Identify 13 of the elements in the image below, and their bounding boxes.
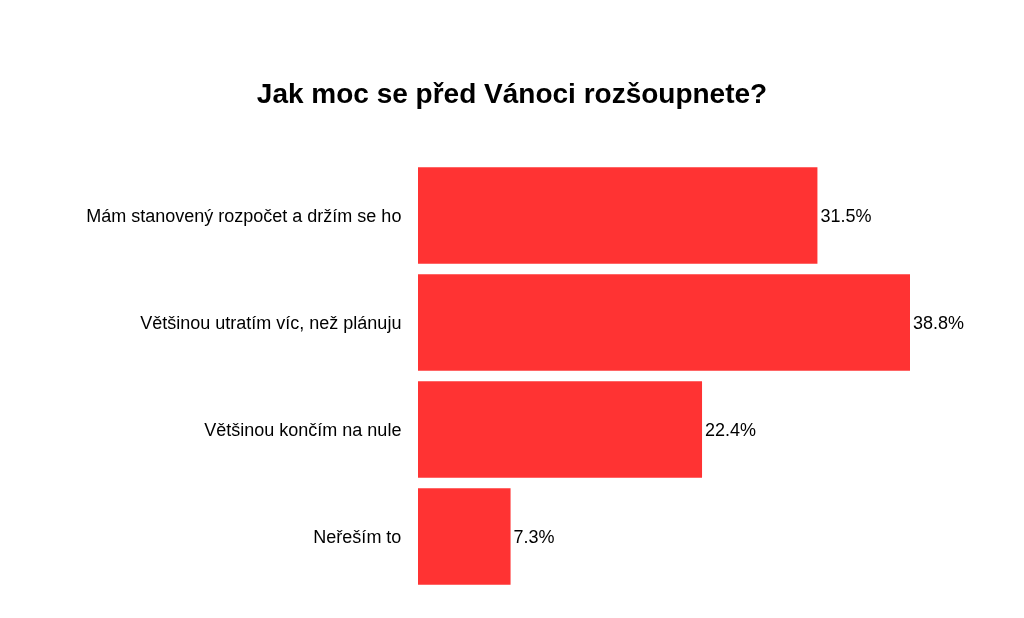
data-label: 22.4% [705, 419, 757, 440]
y-tick-label: Mám stanovený rozpočet a držím se ho [86, 205, 402, 226]
data-label: 7.3% [513, 526, 555, 547]
bar [418, 167, 818, 264]
data-label: 38.8% [913, 312, 965, 333]
bar [418, 381, 703, 478]
y-tick-label: Většinou utratím víc, než plánuju [140, 312, 402, 333]
bar [418, 274, 910, 371]
y-tick-label: Většinou končím na nule [204, 419, 402, 440]
data-label: 31.5% [820, 205, 872, 226]
bar [418, 488, 511, 585]
chart-title: Jak moc se před Vánoci rozšoupnete? [256, 77, 768, 109]
y-tick-label: Neřeším to [313, 526, 402, 547]
